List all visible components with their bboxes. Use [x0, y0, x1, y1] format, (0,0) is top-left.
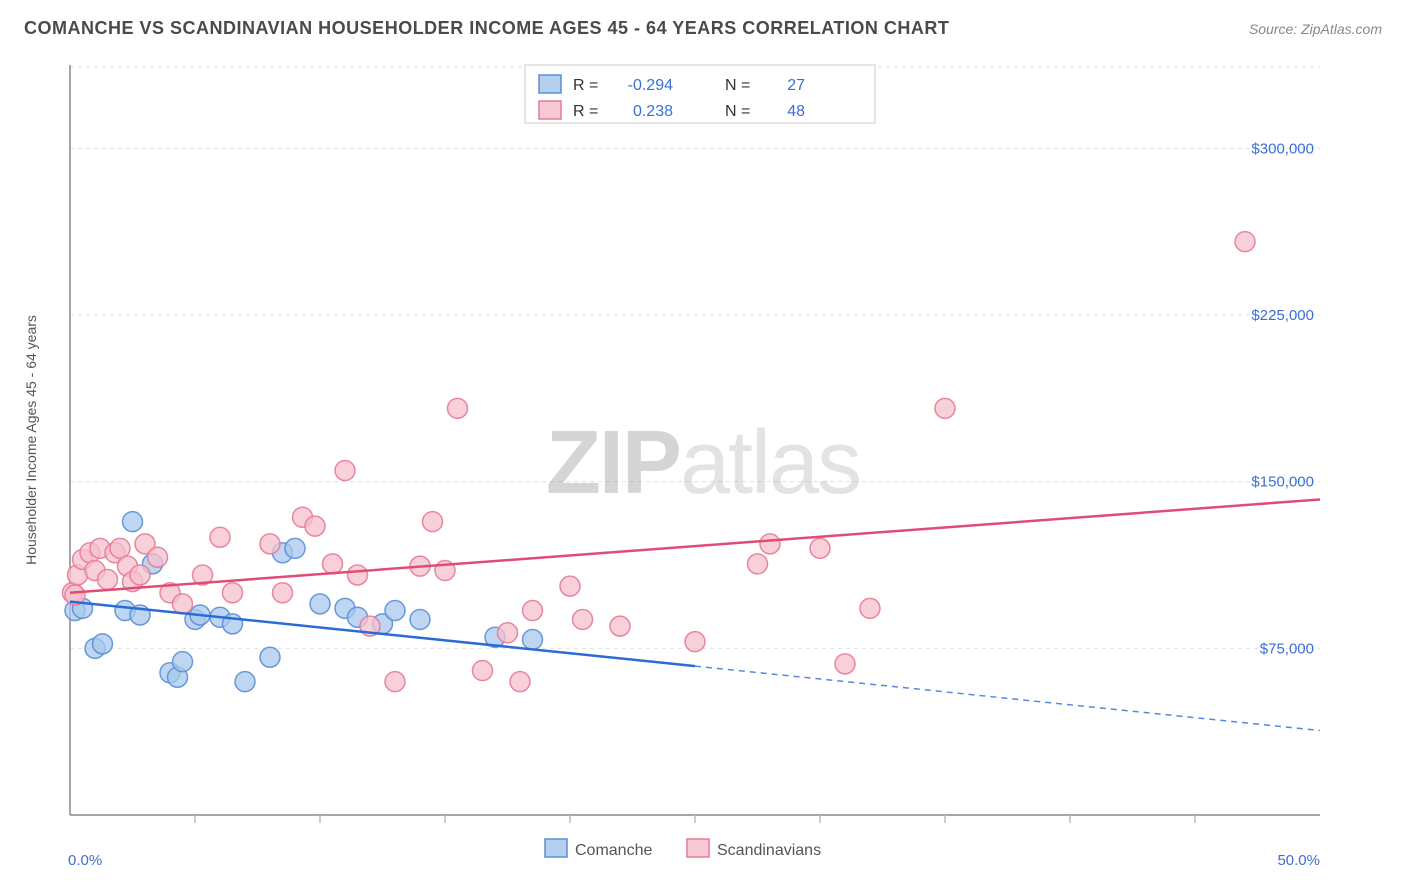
chart-container: $75,000 $150,000 $225,000 $300,000 0.0% 50.0%… [0, 55, 1406, 892]
scatter-chart: $75,000 $150,000 $225,000 $300,000 0.0% 50.0%… [0, 55, 1406, 892]
svg-text:Householder Income Ages 45 - 6: Householder Income Ages 45 - 64 years [23, 315, 39, 565]
svg-text:N =: N = [725, 77, 750, 94]
svg-text:$225,000: $225,000 [1251, 307, 1314, 324]
svg-text:R =: R = [573, 77, 598, 94]
svg-text:48: 48 [787, 103, 805, 120]
svg-text:$300,000: $300,000 [1251, 140, 1314, 157]
svg-text:Comanche: Comanche [575, 842, 652, 859]
svg-text:0.238: 0.238 [633, 103, 673, 120]
svg-text:Scandinavians: Scandinavians [717, 842, 821, 859]
svg-text:-0.294: -0.294 [628, 77, 673, 94]
svg-text:0.0%: 0.0% [68, 852, 102, 869]
svg-text:R =: R = [573, 103, 598, 120]
svg-text:27: 27 [787, 77, 805, 94]
svg-text:$150,000: $150,000 [1251, 474, 1314, 491]
svg-text:$75,000: $75,000 [1260, 640, 1314, 657]
source-label: Source: ZipAtlas.com [1249, 21, 1382, 37]
chart-title: COMANCHE VS SCANDINAVIAN HOUSEHOLDER INC… [24, 18, 949, 39]
svg-text:N =: N = [725, 103, 750, 120]
svg-text:50.0%: 50.0% [1277, 852, 1320, 869]
